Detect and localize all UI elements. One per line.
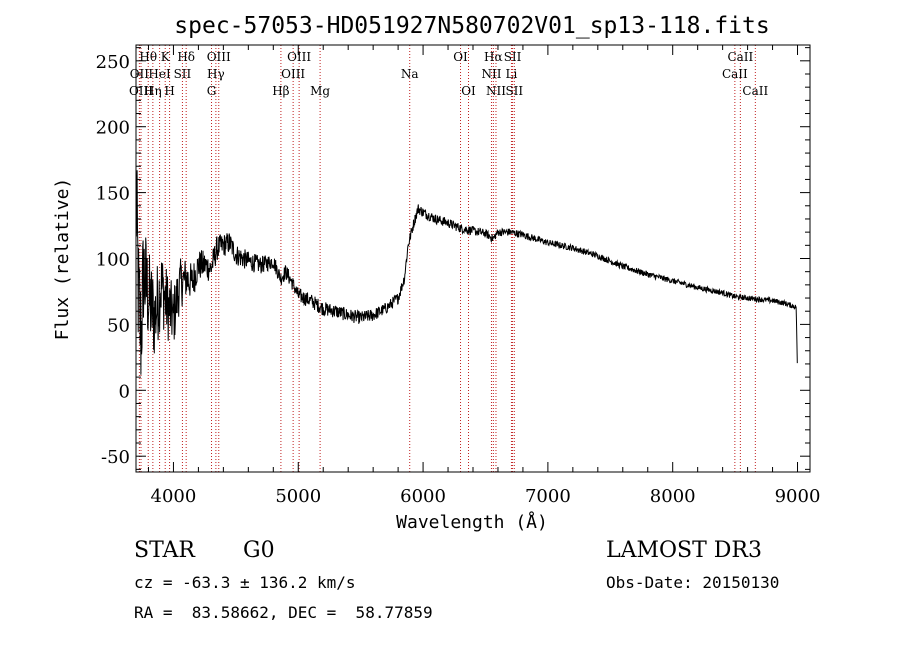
spectral-line-label: OIII	[207, 50, 231, 64]
spectral-line-label: Hα	[484, 50, 503, 64]
y-tick-label: -50	[101, 447, 130, 468]
spectral-line-label: CaII	[727, 50, 753, 64]
x-tick-label: 5000	[275, 486, 321, 507]
x-tick-label: 7000	[525, 486, 571, 507]
coordinates: RA = 83.58662, DEC = 58.77859	[134, 603, 433, 622]
spectral-line-label: HeI	[148, 67, 171, 81]
spectral-line-markers	[138, 45, 756, 472]
obs-date: Obs-Date: 20150130	[606, 573, 780, 592]
spectral-line-label: Li	[506, 67, 518, 81]
spectral-line-label: CaII	[742, 84, 768, 98]
spectral-line-label: Hδ	[177, 50, 195, 64]
spectrum-series	[136, 170, 798, 375]
y-tick-label: 100	[96, 250, 130, 271]
survey-name: LAMOST DR3	[606, 538, 762, 563]
spectral-line-label: OIII	[287, 50, 311, 64]
spectral-line-label: Mg	[310, 84, 330, 98]
spectral-line-label: G	[207, 84, 217, 98]
axis-tick-labels: 4000 5000 6000 7000 8000 9000 -50 0 50 100 150 200 2…	[96, 52, 821, 507]
spectral-line-label: Hβ	[272, 84, 289, 98]
spectral-line-label: Hη	[144, 84, 162, 98]
x-tick-label: 6000	[400, 486, 446, 507]
x-tick-label: 8000	[650, 486, 696, 507]
y-tick-label: 50	[107, 315, 130, 336]
spectral-line-label: SII	[505, 84, 523, 98]
spectral-line-label: OI	[461, 84, 476, 98]
spectral-line-label: Hθ	[139, 50, 157, 64]
spectral-line-label: NII	[481, 67, 501, 81]
spectral-line-label: OIII	[281, 67, 305, 81]
y-tick-label: 250	[96, 52, 130, 73]
object-class: STAR	[134, 538, 195, 563]
x-axis-label: Wavelength (Å)	[396, 511, 548, 533]
spectral-line-label: Hγ	[207, 67, 225, 81]
y-tick-label: 0	[119, 381, 130, 402]
spectral-line-label: SII	[174, 67, 192, 81]
axis-ticks	[136, 45, 810, 472]
spectral-line-label: OIII	[129, 84, 153, 98]
spectral-subclass: G0	[243, 538, 275, 563]
spectral-line-label: NII	[486, 84, 506, 98]
spectral-line-label: CaII	[722, 67, 748, 81]
y-axis-label: Flux (relative)	[52, 178, 73, 341]
spectral-line-label: H	[164, 84, 174, 98]
spectral-line-label: Na	[401, 67, 419, 81]
y-tick-label: 150	[96, 184, 130, 205]
spectral-line-label: SII	[504, 50, 522, 64]
y-tick-label: 200	[96, 118, 130, 139]
chart-title: spec-57053-HD051927N580702V01_sp13-118.f…	[174, 13, 769, 39]
spectral-line-label: K	[161, 50, 171, 64]
x-tick-label: 9000	[775, 486, 821, 507]
spectral-line-label: OI	[453, 50, 468, 64]
x-tick-label: 4000	[151, 486, 197, 507]
redshift-value: cz = -63.3 ± 136.2 km/s	[134, 573, 356, 592]
